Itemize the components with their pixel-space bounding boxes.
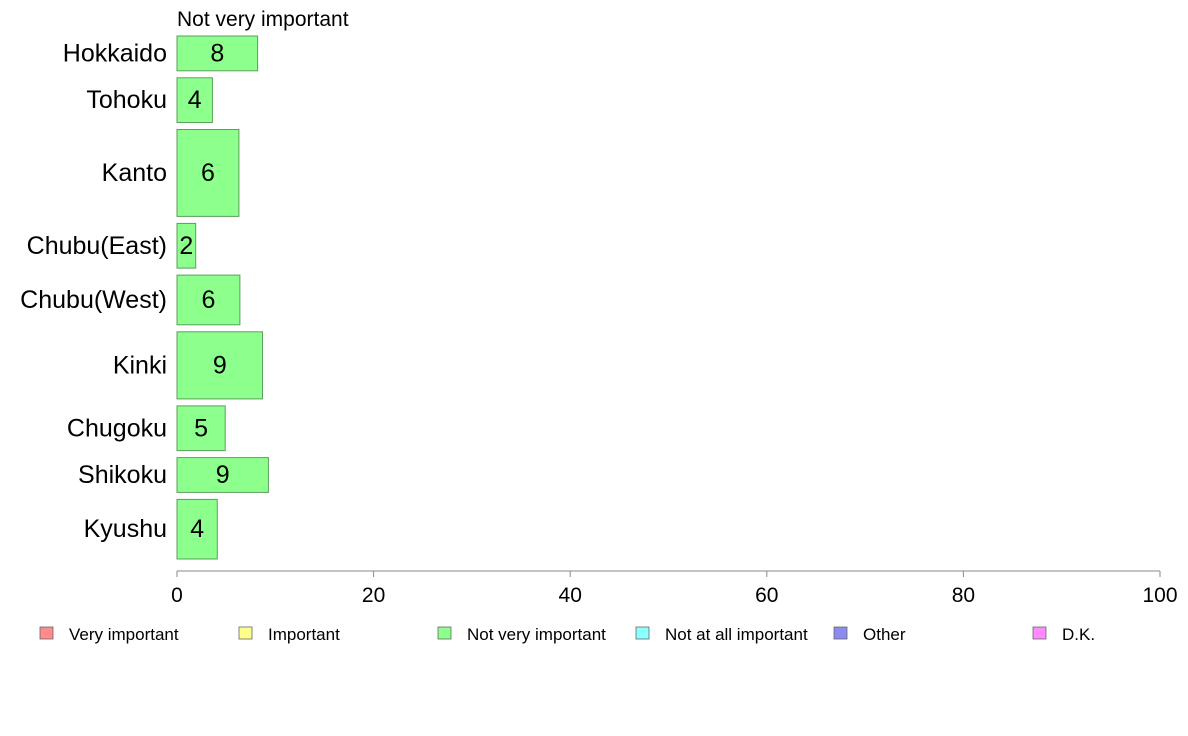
data-label: 5: [194, 414, 208, 442]
category-label: Chubu(West): [20, 286, 167, 314]
bar-hokkaido: [176, 35, 259, 72]
category-label: Kyushu: [84, 515, 167, 543]
x-tick-label: 40: [559, 584, 582, 607]
data-label: 6: [201, 159, 215, 187]
x-axis: 0 20 40 60 80 100: [171, 570, 1178, 607]
data-label: 8: [210, 39, 224, 67]
x-tick-label: 20: [362, 584, 385, 607]
legend-swatch: [437, 626, 452, 640]
data-label: 4: [190, 515, 204, 543]
bar-tohoku: [176, 77, 213, 124]
legend-label: Important: [268, 625, 340, 644]
legend-label: Not very important: [467, 625, 606, 644]
legend-swatch: [1032, 626, 1047, 640]
category-label: Kinki: [113, 351, 167, 379]
data-label: 4: [188, 86, 202, 114]
data-label: 9: [216, 461, 230, 489]
category-label: Hokkaido: [63, 39, 167, 67]
data-label: 9: [213, 351, 227, 379]
x-tick-label: 0: [171, 584, 183, 607]
legend-label: Very important: [69, 625, 179, 644]
category-label: Tohoku: [86, 86, 167, 114]
bar-kinki: [176, 331, 263, 400]
bar-chubu-east: [176, 222, 197, 269]
legend-swatch: [833, 626, 848, 640]
legend-label: Not at all important: [665, 625, 808, 644]
bar-shikoku: [176, 457, 269, 493]
category-label: Chubu(East): [27, 232, 167, 260]
bars-group: Hokkaido 8 Tohoku 4 Kanto 6 Chubu(East) 2 Chubu(…: [20, 35, 269, 560]
category-label: Shikoku: [78, 461, 167, 489]
x-tick-label: 100: [1142, 584, 1177, 607]
bar-kanto: [176, 129, 240, 217]
x-tick-label: 80: [952, 584, 975, 607]
legend: Very important Important Not very importan…: [39, 625, 1095, 644]
bar-kyushu: [176, 498, 218, 560]
data-label: 6: [202, 286, 216, 314]
data-label: 2: [179, 232, 193, 260]
bar-chubu-west: [176, 274, 241, 326]
category-label: Chugoku: [67, 414, 167, 442]
bar-chugoku: [176, 405, 226, 452]
legend-swatch: [238, 626, 253, 640]
legend-swatch: [39, 626, 54, 640]
x-tick-label: 60: [755, 584, 778, 607]
legend-label: Other: [863, 625, 906, 644]
category-label: Kanto: [102, 159, 167, 187]
chart-title: Not very important: [177, 8, 349, 31]
legend-label: D.K.: [1062, 625, 1095, 644]
legend-swatch: [635, 626, 650, 640]
